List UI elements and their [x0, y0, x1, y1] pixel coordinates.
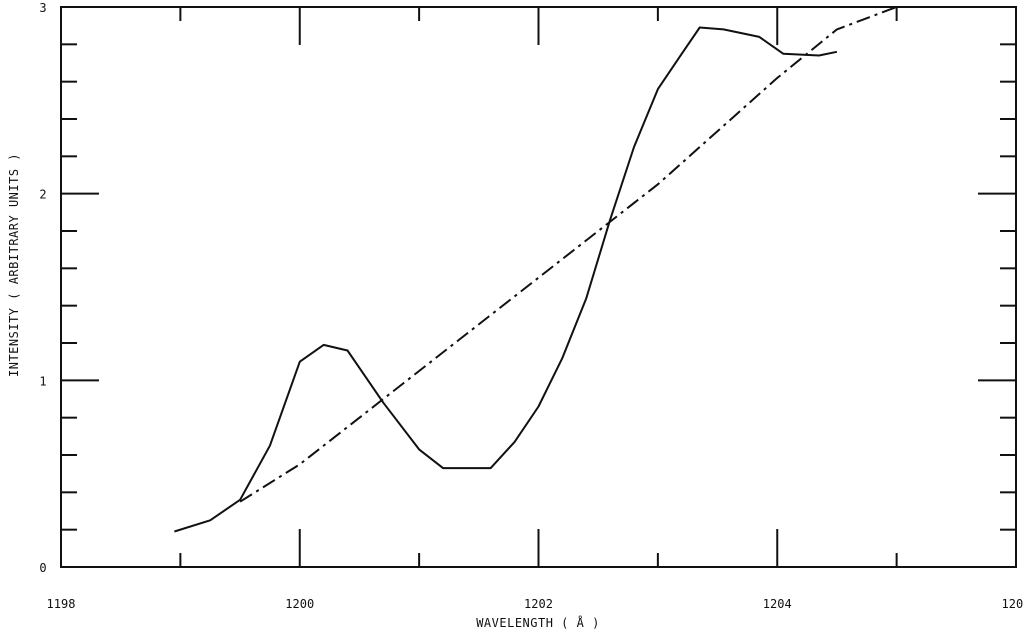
tick-labels: 1198 1200 1202 1204 1206 0 1 2 3: [39, 1, 1024, 611]
x-axis-title: WAVELENGTH ( Å ): [476, 615, 600, 630]
x-tick-label: 1200: [285, 597, 314, 611]
x-tick-label: 1198: [47, 597, 76, 611]
x-tick-label: 1202: [524, 597, 553, 611]
plot-frame: [60, 6, 1017, 568]
series-line-1: [174, 26, 838, 533]
series-line-2: [239, 6, 897, 503]
y-tick-label: 3: [39, 1, 46, 15]
y-tick-label: 2: [39, 188, 46, 202]
series-layer: [174, 6, 897, 533]
y-tick-label: 1: [39, 374, 46, 388]
y-tick-label: 0: [39, 561, 46, 575]
x-tick-label: 1206: [1002, 597, 1024, 611]
axis-ticks: [60, 6, 1017, 568]
x-tick-label: 1204: [763, 597, 792, 611]
y-axis-title: INTENSITY ( ARBITRARY UNITS ): [7, 153, 21, 377]
